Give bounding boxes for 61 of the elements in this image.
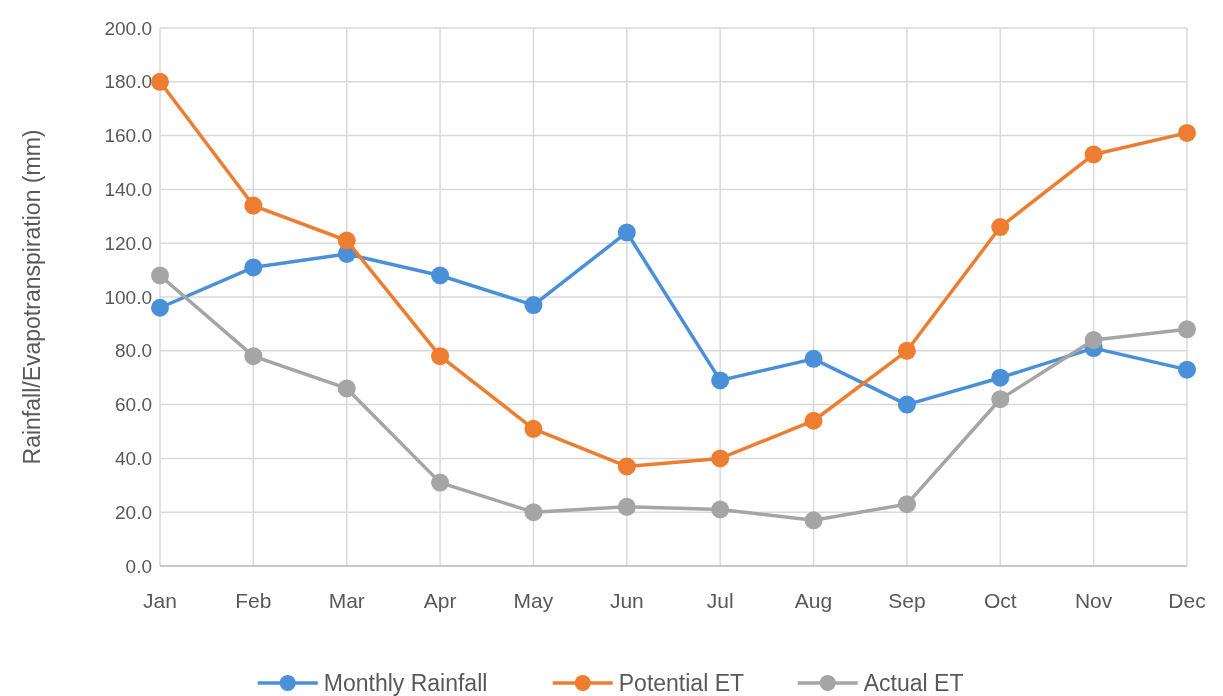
x-tick-label: Apr [423, 589, 457, 612]
point [617, 457, 636, 476]
x-tick-label: Oct [983, 589, 1017, 612]
point [524, 419, 543, 438]
y-tick-label: 200.0 [104, 17, 152, 39]
point [1084, 331, 1103, 350]
point [711, 500, 730, 519]
point [244, 258, 263, 277]
point [897, 341, 916, 360]
point [991, 368, 1010, 387]
y-tick-label: 120.0 [104, 232, 152, 254]
point [524, 296, 543, 315]
y-tick-label: 100.0 [104, 286, 152, 308]
point [804, 411, 823, 430]
x-tick-label: Jul [706, 589, 734, 612]
point [804, 349, 823, 368]
point [1178, 360, 1196, 379]
point [711, 371, 730, 390]
point [897, 495, 916, 514]
point [431, 347, 450, 366]
point [711, 449, 730, 468]
point [897, 395, 916, 414]
point [617, 223, 636, 242]
x-tick-label: Sep [888, 589, 926, 612]
x-tick-label: Jun [609, 589, 644, 612]
y-tick-label: 140.0 [104, 179, 152, 201]
legend-label: Potential ET [618, 670, 745, 696]
point [991, 218, 1010, 237]
y-tick-label: 40.0 [115, 448, 152, 470]
x-tick-label: May [513, 589, 554, 612]
point [431, 473, 450, 492]
point [524, 503, 543, 522]
point [244, 196, 263, 215]
x-tick-label: Jan [143, 589, 177, 612]
point [151, 266, 169, 285]
point [1178, 123, 1196, 142]
x-tick-label: Nov [1074, 589, 1113, 612]
point [431, 266, 450, 285]
x-tick-label: Feb [235, 589, 272, 612]
legend-label: Monthly Rainfall [323, 670, 488, 696]
y-tick-label: 20.0 [115, 501, 152, 523]
y-tick-label: 80.0 [115, 340, 152, 362]
point [151, 72, 169, 91]
point [1084, 145, 1103, 164]
legend-label: Actual ET [863, 670, 964, 696]
y-tick-label: 60.0 [115, 394, 152, 416]
point [151, 298, 169, 317]
point [804, 511, 823, 530]
point [991, 390, 1010, 409]
y-tick-label: 180.0 [104, 71, 152, 93]
point [337, 379, 356, 398]
point [617, 497, 636, 516]
y-tick-label: 160.0 [104, 125, 152, 147]
x-tick-label: Dec [1168, 589, 1206, 612]
point [244, 347, 263, 366]
point [1178, 320, 1196, 339]
point [337, 231, 356, 250]
y-tick-label: 0.0 [125, 555, 152, 577]
x-tick-label: Mar [328, 589, 365, 612]
y-axis-title: Rainfall/Evapotranspiration (mm) [19, 129, 45, 465]
x-tick-label: Aug [794, 589, 833, 612]
